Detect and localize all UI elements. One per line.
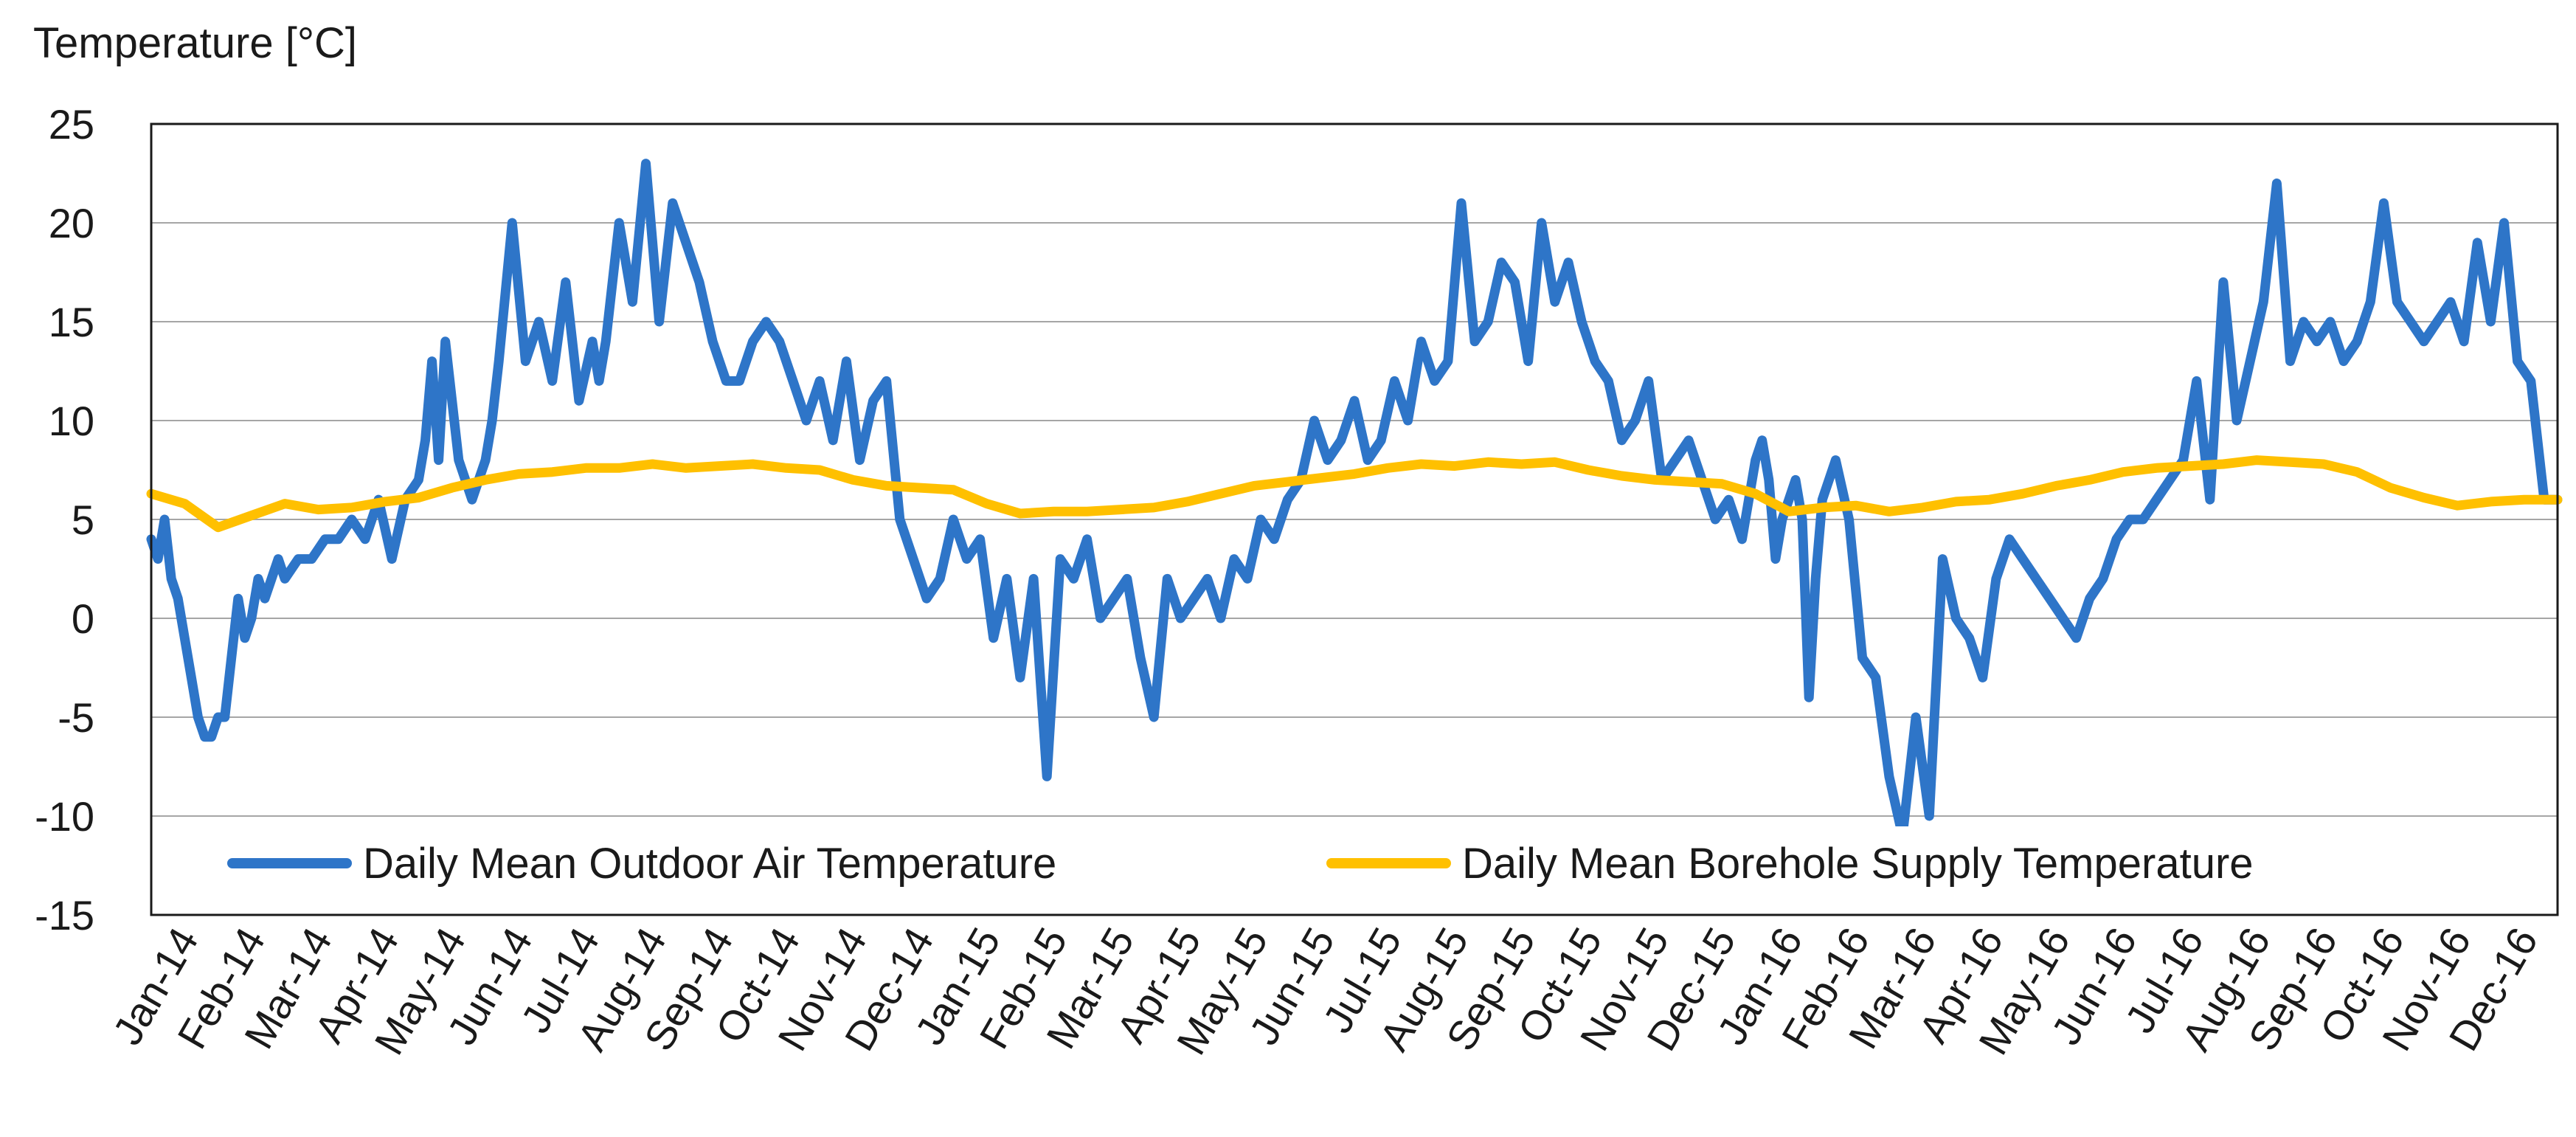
- y-axis-ticks: 25 20 15 10 5 0 -5 -10 -15: [35, 101, 94, 939]
- legend: Daily Mean Outdoor Air Temperature Daily…: [218, 826, 2482, 900]
- y-tick-label: 10: [49, 398, 94, 444]
- chart-title: Temperature [°C]: [33, 19, 357, 67]
- y-tick-label: 0: [72, 595, 94, 642]
- y-tick-label: 5: [72, 497, 94, 543]
- y-tick-label: 20: [49, 200, 94, 246]
- y-tick-label: -5: [58, 694, 94, 741]
- plot-area-border: [150, 122, 2559, 916]
- grid: [151, 222, 2558, 817]
- legend-label-outdoor-air: Daily Mean Outdoor Air Temperature: [363, 840, 1056, 888]
- x-axis-ticks: Jan-14Feb-14Mar-14Apr-14May-14Jun-14Jul-…: [104, 919, 2547, 1062]
- series-layer: [146, 159, 2563, 841]
- y-tick-label: -10: [35, 793, 94, 840]
- series-line-outdoor-air: [146, 159, 2563, 841]
- y-tick-label: -15: [35, 892, 94, 939]
- series-line-borehole-supply: [146, 455, 2563, 533]
- legend-label-borehole-supply: Daily Mean Borehole Supply Temperature: [1462, 840, 2254, 888]
- y-tick-label: 15: [49, 299, 94, 345]
- y-tick-label: 25: [49, 101, 94, 148]
